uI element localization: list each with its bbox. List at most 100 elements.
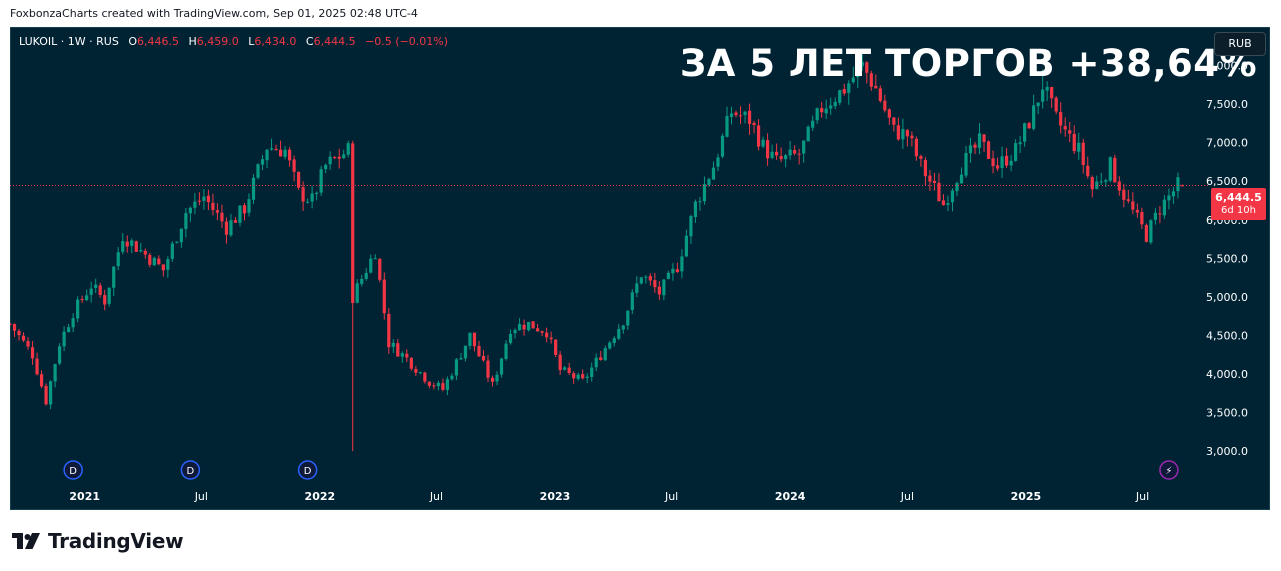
candle-body [157, 258, 161, 265]
candle-body [472, 332, 477, 347]
candle-body [572, 373, 576, 379]
candle-body [896, 125, 900, 140]
candle-body [260, 159, 265, 165]
candle-body [563, 367, 567, 370]
candle-body [937, 182, 941, 202]
candle-body [1153, 212, 1157, 220]
candle-body [179, 228, 183, 243]
ohlc-legend: LUKOIL · 1W · RUS O6,446.5 H6,459.0 L6,4… [19, 35, 448, 48]
candle-body [603, 348, 607, 361]
candle-body [310, 193, 314, 202]
x-tick-label: Jul [900, 490, 914, 503]
candle-body [612, 338, 616, 344]
change-value: −0.5 (−0.01%) [365, 35, 449, 48]
tradingview-logo[interactable]: TradingView [12, 529, 184, 553]
candle-body [112, 266, 116, 288]
last-price-tag: 6,444.5 6d 10h [1211, 188, 1266, 220]
candle-body [125, 241, 129, 247]
candle-body [441, 383, 445, 390]
candle-body [1081, 142, 1085, 165]
chart-panel[interactable] [10, 27, 1270, 510]
candle-body [720, 135, 725, 157]
candle-body [175, 241, 179, 243]
candle-body [680, 256, 684, 272]
candle-body [1126, 199, 1130, 201]
candle-body [775, 151, 779, 156]
candle-body [220, 212, 224, 222]
candlestick-chart[interactable]: 3,000.0 3,500.0 4,000.0 4,500.0 5,000.0 5,500… [10, 27, 1270, 510]
candle-body [121, 241, 125, 252]
candle-body [517, 324, 522, 331]
chart-credit: FoxbonzaCharts created with TradingView.… [10, 7, 418, 20]
candle-body [274, 148, 278, 151]
candle-body [197, 200, 201, 202]
y-tick-label: 3,000.0 [1206, 445, 1248, 458]
candle-body [644, 276, 648, 278]
candle-body [256, 164, 260, 178]
candle-body [554, 339, 558, 355]
candle-body [10, 323, 12, 325]
candle-body [964, 152, 968, 176]
candle-body [143, 250, 147, 255]
candle-body [215, 210, 220, 213]
candle-body [567, 367, 571, 373]
candle-body [459, 358, 463, 360]
candle-body [698, 201, 702, 203]
candle-body [161, 264, 165, 271]
candle-body [1054, 97, 1058, 112]
symbol-label[interactable]: LUKOIL · 1W · RUS [19, 35, 119, 48]
candle-body [1077, 142, 1081, 152]
candle-body [662, 279, 666, 296]
candle-body [463, 345, 468, 359]
high-label: H [188, 35, 197, 48]
candle-body [959, 174, 964, 184]
candle-body [85, 295, 89, 301]
candle-body [247, 199, 251, 213]
candle-body [1099, 181, 1103, 183]
candle-body [991, 158, 995, 167]
open-label: O [128, 35, 137, 48]
candle-body [1176, 177, 1180, 192]
candle-body [621, 325, 625, 330]
candle-body [914, 138, 918, 157]
x-tick-label: 2023 [540, 490, 571, 503]
candle-body [932, 180, 937, 183]
candle-body [346, 143, 350, 155]
candle-body [675, 269, 679, 272]
candle-body [98, 285, 102, 295]
candle-body [319, 169, 323, 193]
candle-body [48, 381, 53, 405]
candle-body [756, 125, 761, 147]
candle-body [427, 381, 431, 386]
candle-body [242, 205, 247, 214]
candle-body [738, 115, 743, 117]
candles-layer [10, 53, 1210, 452]
low-label: L [248, 35, 255, 48]
candle-body [351, 143, 355, 303]
currency-button[interactable]: RUB [1214, 32, 1266, 56]
candle-body [1144, 225, 1148, 242]
candle-body [184, 213, 188, 229]
candle-body [1108, 157, 1112, 181]
candle-body [1113, 157, 1117, 183]
candle-body [1149, 220, 1153, 243]
y-tick-label: 5,500.0 [1206, 252, 1248, 265]
candle-body [504, 343, 508, 360]
candle-body [892, 117, 896, 125]
candle-body [315, 192, 319, 194]
candle-body [35, 358, 39, 375]
candle-body [707, 179, 711, 185]
candle-body [62, 331, 66, 347]
candle-body [1180, 185, 1185, 187]
candle-body [1131, 201, 1135, 210]
y-tick-label: 6,500.0 [1206, 175, 1248, 188]
candle-body [1023, 123, 1027, 142]
candle-body [251, 177, 256, 200]
candle-body [432, 385, 436, 387]
dividend-marker [297, 460, 318, 480]
candle-body [973, 144, 977, 148]
candle-body [702, 184, 707, 202]
candle-body [594, 357, 598, 368]
candle-body [526, 321, 531, 331]
x-tick-label: 2024 [775, 490, 806, 503]
